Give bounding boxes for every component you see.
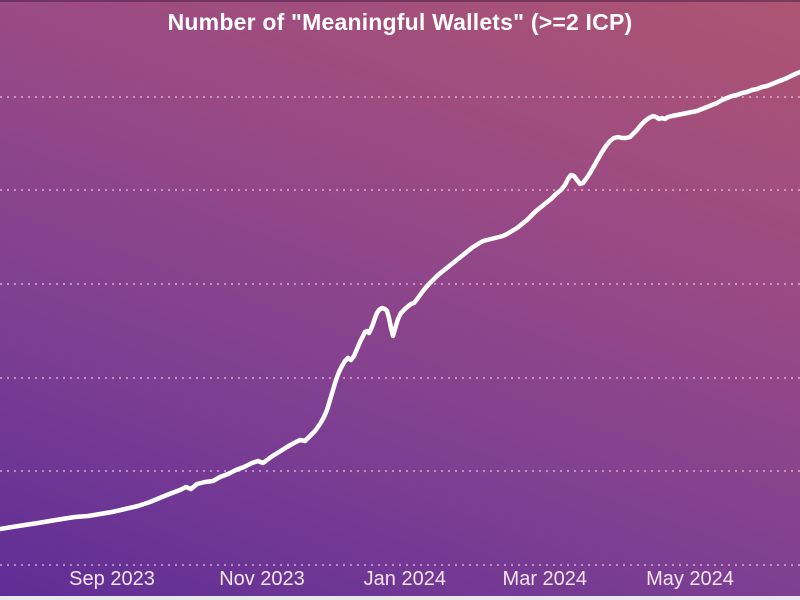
chart-title: Number of "Meaningful Wallets" (>=2 ICP) [167, 9, 633, 35]
x-axis-tick-label: Sep 2023 [69, 568, 155, 590]
gridlines [0, 96, 800, 566]
wallets-line-series [0, 69, 800, 532]
x-axis-tick-label: Mar 2024 [502, 568, 588, 590]
x-axis-tick-label: Nov 2023 [219, 568, 305, 590]
x-axis-tick-label: Jan 2024 [363, 568, 446, 590]
bottom-edge-strip [0, 596, 800, 600]
x-axis-tick-label: May 2024 [646, 568, 734, 590]
series-line [0, 69, 800, 532]
top-edge-strip [0, 0, 800, 2]
